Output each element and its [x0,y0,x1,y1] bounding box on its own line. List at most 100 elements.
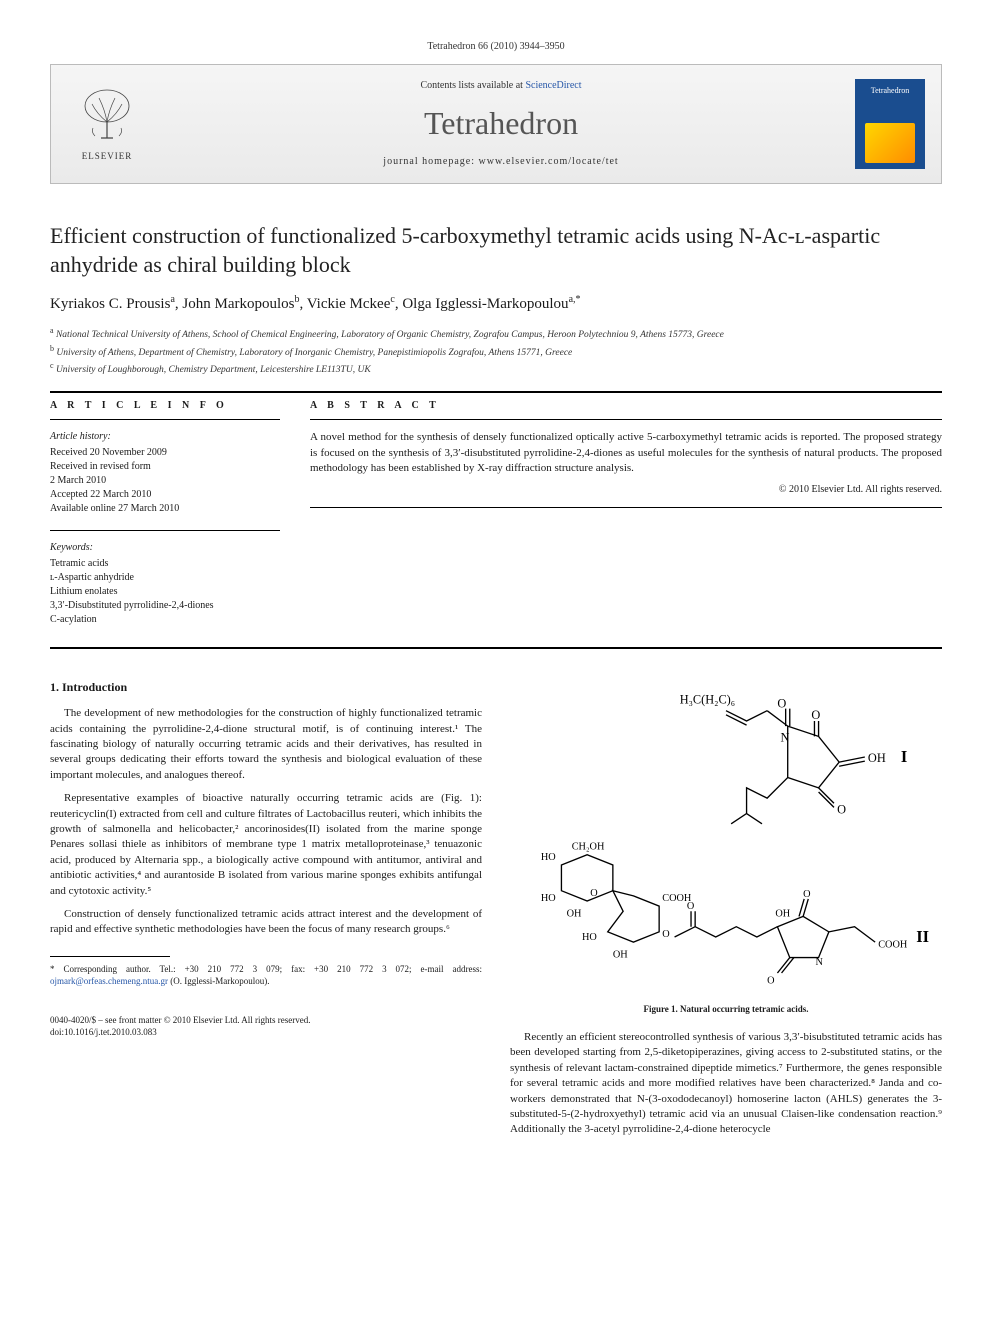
footnote-text: * Corresponding author. Tel.: +30 210 77… [50,964,482,974]
structure-2-label: II [916,928,929,947]
svg-text:O: O [837,803,846,817]
journal-banner: ELSEVIER Contents lists available at Sci… [50,64,942,184]
article-info-column: A R T I C L E I N F O Article history: R… [50,399,280,641]
affiliation-text: University of Athens, Department of Chem… [56,348,572,358]
svg-text:COOH: COOH [878,940,908,951]
affiliation-a: a National Technical University of Athen… [50,325,942,342]
front-matter-line: 0040-4020/$ – see front matter © 2010 El… [50,1014,482,1027]
author-4: Olga Igglessi-Markopouloua,* [402,296,580,312]
history-block: Article history: Received 20 November 20… [50,430,280,516]
footnote-name: (O. Igglessi-Markopoulou). [168,976,269,986]
divider-thick [50,647,942,649]
banner-center: Contents lists available at ScienceDirec… [147,79,855,170]
body-paragraph: The development of new methodologies for… [50,706,482,783]
abstract-column: A B S T R A C T A novel method for the s… [310,399,942,641]
authors-line: Kyriakos C. Prousisa, John Markopoulosb,… [50,293,942,315]
doi-line: doi:10.1016/j.tet.2010.03.083 [50,1026,482,1039]
author-1: Kyriakos C. Prousisa [50,296,175,312]
introduction-heading: 1. Introduction [50,679,482,696]
homepage-line: journal homepage: www.elsevier.com/locat… [147,155,855,169]
chemical-structure-diagram: H₃C(H₂C)₆ O N O OH O [510,685,942,994]
figure-1-caption: Figure 1. Natural occurring tetramic aci… [510,1003,942,1016]
article-title: Efficient construction of functionalized… [50,222,942,279]
affiliation-c: c University of Loughborough, Chemistry … [50,360,942,377]
divider-thin [50,530,280,531]
svg-text:HO: HO [541,893,556,904]
contents-available-line: Contents lists available at ScienceDirec… [147,79,855,93]
svg-text:O: O [777,697,786,711]
abstract-copyright: © 2010 Elsevier Ltd. All rights reserved… [310,483,942,497]
journal-name: Tetrahedron [147,101,855,146]
body-paragraph: Construction of densely functionalized t… [50,907,482,938]
svg-text:N: N [815,957,823,968]
svg-text:OH: OH [868,752,886,766]
history-item: Received 20 November 2009 [50,446,280,460]
left-column: 1. Introduction The development of new m… [50,679,482,1145]
elsevier-tree-icon [77,86,137,146]
cover-art-icon [865,123,915,163]
author-name: Vickie Mckee [307,296,391,312]
svg-text:O: O [767,976,774,987]
svg-text:HO: HO [541,852,556,863]
history-item: Available online 27 March 2010 [50,502,280,516]
svg-text:O: O [803,889,810,900]
publisher-name: ELSEVIER [82,150,133,163]
keywords-label: Keywords: [50,541,280,555]
affiliations-block: a National Technical University of Athen… [50,325,942,377]
affiliation-text: University of Loughborough, Chemistry De… [56,365,371,375]
divider-thick [50,391,942,393]
journal-cover-thumbnail: Tetrahedron [855,79,925,169]
publisher-logo-block: ELSEVIER [67,79,147,169]
history-item: Received in revised form [50,460,280,474]
right-column: H₃C(H₂C)₆ O N O OH O [510,679,942,1145]
footnote-email-link[interactable]: ojmark@orfeas.chemeng.ntua.gr [50,976,168,986]
keywords-block: Keywords: Tetramic acids ʟ-Aspartic anhy… [50,541,280,627]
sciencedirect-link[interactable]: ScienceDirect [525,80,581,91]
svg-text:OH: OH [613,950,628,961]
svg-text:CH₂OH: CH₂OH [572,842,605,853]
affil-sup: a, [569,294,576,305]
history-item: 2 March 2010 [50,474,280,488]
svg-text:O: O [662,929,669,940]
author-name: John Markopoulos [182,296,294,312]
article-info-label: A R T I C L E I N F O [50,399,280,413]
keyword-item: ʟ-Aspartic anhydride [50,571,280,585]
author-name: Olga Igglessi-Markopoulou [402,296,568,312]
cover-title: Tetrahedron [855,85,925,96]
author-2: John Markopoulosb [182,296,299,312]
abstract-text: A novel method for the synthesis of dens… [310,430,942,476]
svg-text:OH: OH [567,909,582,920]
svg-text:HO: HO [582,932,597,943]
corresponding-author-footnote: * Corresponding author. Tel.: +30 210 77… [50,963,482,988]
page-container: Tetrahedron 66 (2010) 3944–3950 ELSEVIER… [0,0,992,1186]
affiliation-text: National Technical University of Athens,… [56,330,724,340]
homepage-url: www.elsevier.com/locate/tet [479,156,619,167]
article-title-text: Efficient construction of functionalized… [50,223,880,277]
structure-1-label: I [901,748,907,767]
divider-thin [50,419,280,420]
svg-text:O: O [687,902,694,913]
formula-label: H₃C(H₂C)₆ [680,693,735,707]
body-columns: 1. Introduction The development of new m… [50,679,942,1145]
author-affil-marker: a,* [569,294,581,305]
affiliation-b: b University of Athens, Department of Ch… [50,343,942,360]
svg-text:N: N [781,731,790,745]
author-affil-marker: b [294,294,299,305]
history-item: Accepted 22 March 2010 [50,488,280,502]
author-3: Vickie Mckeec [307,296,395,312]
svg-text:O: O [590,888,597,899]
author-name: Kyriakos C. Prousis [50,296,170,312]
keyword-item: Tetramic acids [50,557,280,571]
history-label: Article history: [50,430,280,444]
figure-1: H₃C(H₂C)₆ O N O OH O [510,685,942,1016]
corresponding-marker: * [576,294,581,305]
abstract-label: A B S T R A C T [310,399,942,413]
body-paragraph: Representative examples of bioactive nat… [50,791,482,899]
contents-prefix: Contents lists available at [420,80,525,91]
keyword-item: 3,3′-Disubstituted pyrrolidine-2,4-dione… [50,599,280,613]
info-abstract-row: A R T I C L E I N F O Article history: R… [50,399,942,641]
author-affil-marker: c [390,294,394,305]
divider-thin [310,419,942,420]
author-affil-marker: a [170,294,174,305]
homepage-prefix: journal homepage: [383,156,478,167]
